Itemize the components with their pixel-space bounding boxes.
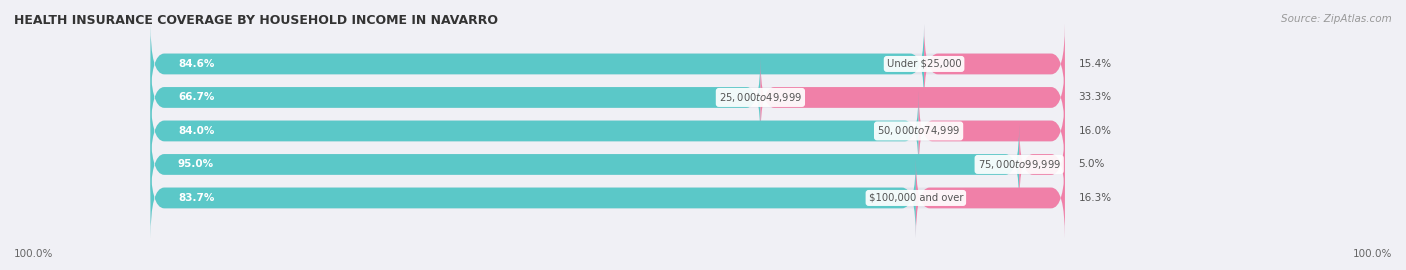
FancyBboxPatch shape <box>150 91 1064 171</box>
Text: 5.0%: 5.0% <box>1078 160 1105 170</box>
Text: $50,000 to $74,999: $50,000 to $74,999 <box>877 124 960 137</box>
Text: HEALTH INSURANCE COVERAGE BY HOUSEHOLD INCOME IN NAVARRO: HEALTH INSURANCE COVERAGE BY HOUSEHOLD I… <box>14 14 498 26</box>
FancyBboxPatch shape <box>761 58 1064 137</box>
FancyBboxPatch shape <box>150 158 915 238</box>
FancyBboxPatch shape <box>918 91 1064 171</box>
FancyBboxPatch shape <box>150 58 761 137</box>
Text: 84.6%: 84.6% <box>179 59 214 69</box>
FancyBboxPatch shape <box>150 124 1019 204</box>
Text: 84.0%: 84.0% <box>179 126 214 136</box>
Text: 33.3%: 33.3% <box>1078 92 1112 102</box>
Text: 100.0%: 100.0% <box>14 249 53 259</box>
Text: 100.0%: 100.0% <box>1353 249 1392 259</box>
FancyBboxPatch shape <box>150 124 1064 204</box>
FancyBboxPatch shape <box>1019 124 1064 204</box>
Text: Source: ZipAtlas.com: Source: ZipAtlas.com <box>1281 14 1392 23</box>
FancyBboxPatch shape <box>150 91 918 171</box>
Text: 15.4%: 15.4% <box>1078 59 1112 69</box>
Text: Under $25,000: Under $25,000 <box>887 59 962 69</box>
FancyBboxPatch shape <box>150 58 1064 137</box>
Text: 83.7%: 83.7% <box>179 193 214 203</box>
Text: $75,000 to $99,999: $75,000 to $99,999 <box>977 158 1060 171</box>
FancyBboxPatch shape <box>150 158 1064 238</box>
FancyBboxPatch shape <box>915 158 1064 238</box>
FancyBboxPatch shape <box>924 24 1064 104</box>
Text: 66.7%: 66.7% <box>179 92 214 102</box>
Text: 16.3%: 16.3% <box>1078 193 1112 203</box>
Text: $100,000 and over: $100,000 and over <box>869 193 963 203</box>
FancyBboxPatch shape <box>150 24 924 104</box>
Text: $25,000 to $49,999: $25,000 to $49,999 <box>718 91 801 104</box>
FancyBboxPatch shape <box>150 24 1064 104</box>
Text: 95.0%: 95.0% <box>179 160 214 170</box>
Text: 16.0%: 16.0% <box>1078 126 1112 136</box>
